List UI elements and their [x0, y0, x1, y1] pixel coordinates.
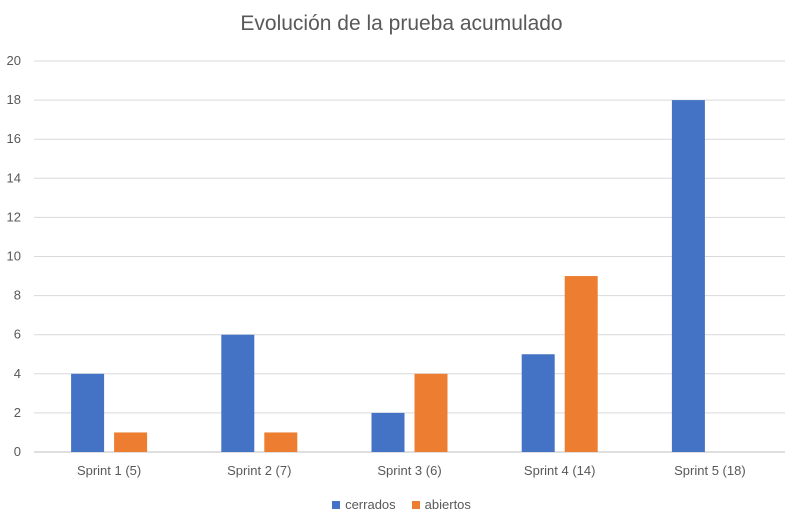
y-axis-ticks: 0 2 4 6 8 10 12 14 16 18 20 — [7, 53, 21, 459]
y-tick-label: 20 — [7, 53, 21, 68]
y-tick-label: 14 — [7, 170, 21, 185]
bar-cerrados-1 — [71, 373, 105, 452]
bar-cerrados-5 — [671, 100, 705, 452]
x-tick-label: Sprint 1 (5) — [77, 463, 141, 478]
bar-abiertos-2 — [264, 432, 298, 452]
legend-label-cerrados: cerrados — [345, 497, 396, 512]
legend-label-abiertos: abiertos — [424, 497, 471, 512]
x-axis-labels: Sprint 1 (5) Sprint 2 (7) Sprint 3 (6) Spri… — [77, 463, 746, 478]
x-tick-label: Sprint 5 (18) — [674, 463, 746, 478]
bar-abiertos-4 — [564, 276, 598, 452]
chart-title: Evolución de la prueba acumulado — [240, 12, 563, 35]
bar-cerrados-2 — [221, 334, 255, 452]
x-tick-label: Sprint 4 (14) — [524, 463, 596, 478]
y-tick-label: 16 — [7, 131, 21, 146]
legend-swatch-abiertos — [411, 500, 420, 509]
bar-cerrados-4 — [521, 354, 555, 452]
bar-abiertos-3 — [414, 373, 448, 452]
bar-cerrados-3 — [371, 412, 405, 452]
y-tick-label: 12 — [7, 209, 21, 224]
y-tick-label: 0 — [14, 444, 21, 459]
gridlines — [34, 60, 785, 453]
bar-abiertos-1 — [114, 432, 148, 452]
bars — [71, 100, 705, 452]
y-tick-label: 6 — [14, 327, 21, 342]
legend-item-abiertos: abiertos — [411, 497, 471, 512]
y-tick-label: 10 — [7, 249, 21, 264]
legend-swatch-cerrados — [332, 500, 341, 509]
y-tick-label: 2 — [14, 405, 21, 420]
y-tick-label: 18 — [7, 92, 21, 107]
legend: cerrados abiertos — [0, 497, 803, 512]
x-tick-label: Sprint 3 (6) — [377, 463, 441, 478]
y-tick-label: 4 — [14, 366, 21, 381]
legend-item-cerrados: cerrados — [332, 497, 396, 512]
x-tick-label: Sprint 2 (7) — [227, 463, 291, 478]
y-tick-label: 8 — [14, 288, 21, 303]
